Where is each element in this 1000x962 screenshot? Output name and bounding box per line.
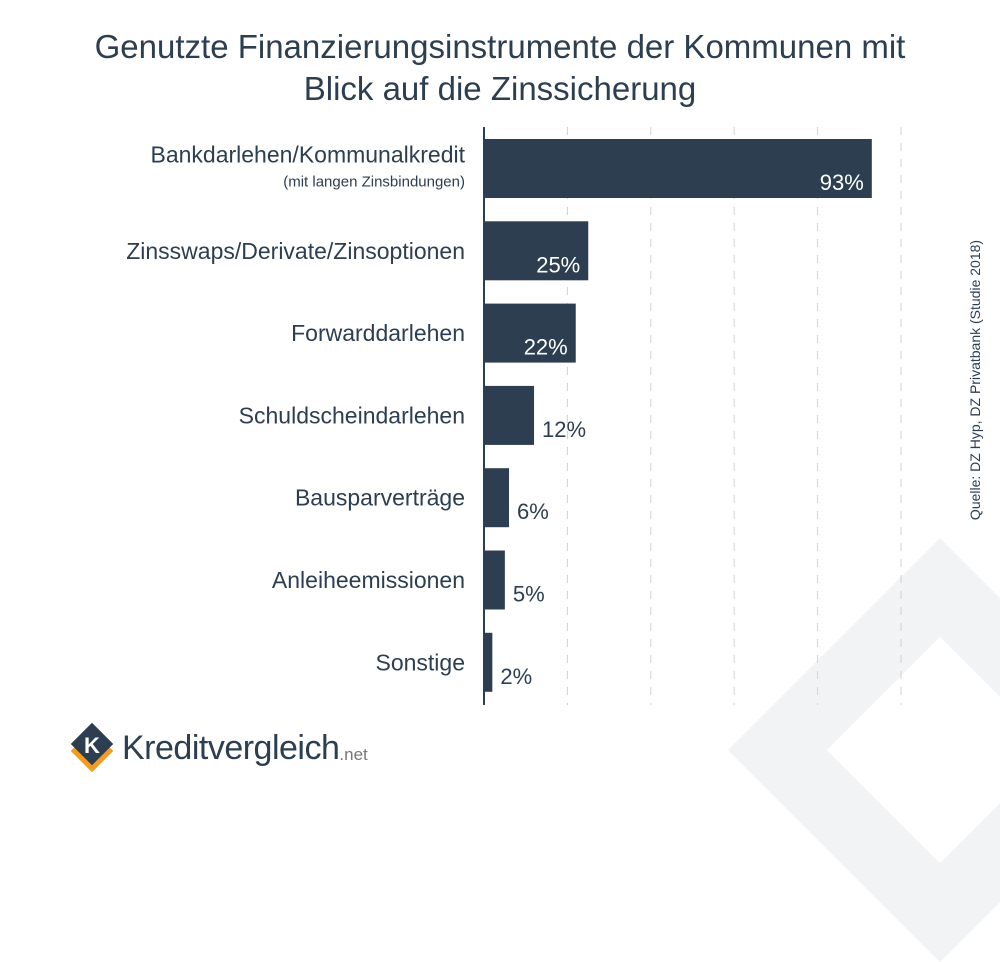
logo-icon: K [70, 722, 114, 773]
bar [484, 303, 576, 363]
data-label: 22% [524, 335, 568, 360]
svg-text:K: K [84, 733, 100, 758]
data-label: 12% [542, 417, 586, 442]
data-label: 2% [500, 664, 532, 689]
category-label: Forwarddarlehen [291, 320, 465, 346]
data-label: 5% [513, 582, 545, 607]
data-label: 6% [517, 499, 549, 524]
data-label: 93% [820, 170, 864, 195]
bar [484, 221, 589, 281]
category-label: Zinsswaps/Derivate/Zinsoptionen [126, 238, 465, 264]
bar [484, 550, 505, 610]
bar [484, 139, 872, 198]
source-note: Quelle: DZ Hyp, DZ Privatbank (Studie 20… [967, 239, 983, 521]
bar [484, 632, 493, 692]
logo-tld-text: .net [339, 745, 368, 764]
bar-chart: 93% Bankdarlehen/Kommunalkredit (mit lange… [126, 127, 902, 705]
brand-logo[interactable]: K Kreditvergleich .net [70, 722, 368, 774]
data-label: 25% [536, 252, 580, 277]
category-note: (mit langen Zinsbindungen) [283, 174, 465, 191]
bar [484, 468, 510, 528]
logo-brand-text: Kreditvergleich [122, 728, 340, 767]
category-label: Schuldscheindarlehen [239, 402, 465, 428]
title-line-2: Blick auf die Zinssicherung [303, 70, 697, 107]
chart-title: Genutzte Finanzierungsinstrumente der Ko… [0, 26, 1000, 110]
bar [484, 385, 535, 445]
category-label: Sonstige [375, 649, 465, 675]
category-label: Anleiheemissionen [272, 567, 465, 593]
category-label: Bausparverträge [295, 485, 465, 511]
category-label: Bankdarlehen/Kommunalkredit [150, 142, 465, 168]
title-line-1: Genutzte Finanzierungsinstrumente der Ko… [94, 28, 906, 65]
